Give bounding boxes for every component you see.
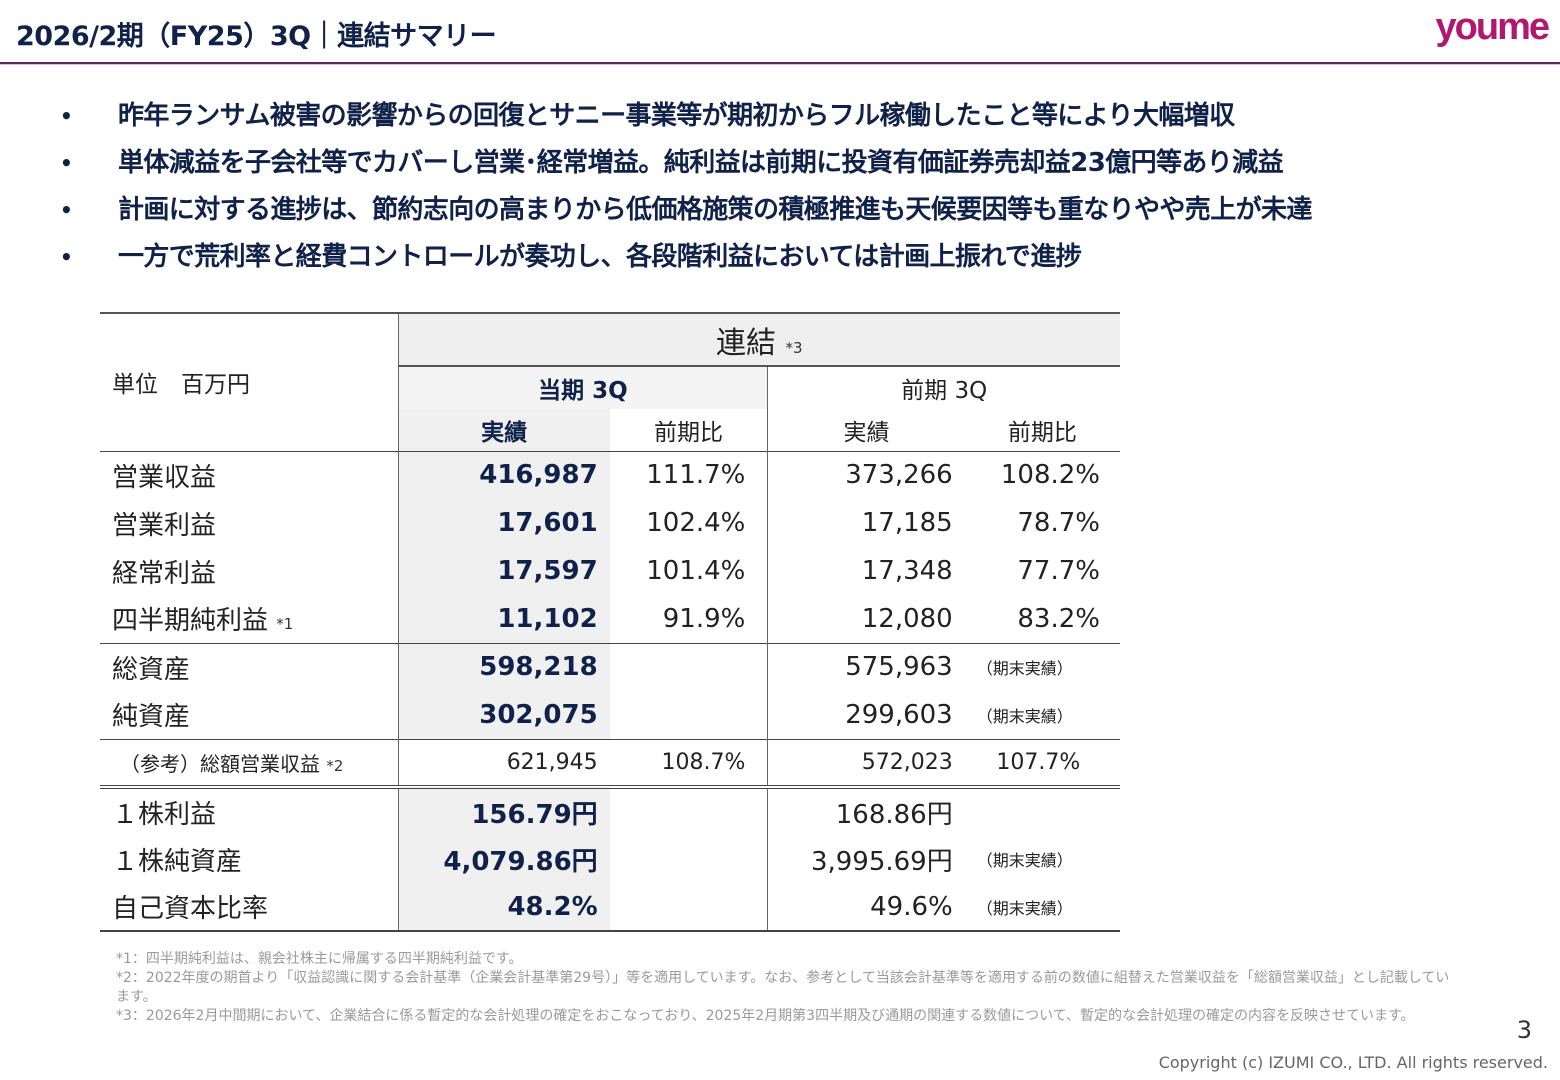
row-label: 四半期純利益 *1 [112,606,294,637]
current-actual: 17,601 [397,499,610,547]
table-row: １株利益 156.79円 168.86円 [100,787,1120,835]
header-divider [0,62,1560,65]
table-row: 自己資本比率 48.2% 49.6% （期末実績） [100,883,1120,931]
current-yoy [610,835,768,883]
current-actual: 11,102 [397,595,610,643]
previous-yoy: 78.7% [1017,508,1100,538]
current-yoy: 111.7% [646,460,746,491]
row-label: １株利益 [112,799,217,830]
current-actual: 416,987 [397,451,610,499]
row-label: 自己資本比率 [112,894,269,924]
previous-actual: 373,266 [767,451,965,499]
table-row: 営業収益 416,987 111.7% 373,266 108.2% [100,451,1120,499]
page-title: 2026/2期（FY25）3Q｜連結サマリー [16,21,497,52]
row-label: 経常利益 [112,558,217,589]
previous-yoy [965,787,1120,835]
copyright: Copyright (c) IZUMI CO., LTD. All rights… [1158,1053,1548,1072]
row-label: １株純資産 [112,846,243,877]
current-period-header: 当期 3Q [397,366,768,409]
row-label: 営業収益 [112,462,217,493]
col-previous-yoy: 前期比 [1007,419,1077,446]
previous-yoy: 83.2% [1017,603,1100,634]
current-yoy: 108.7% [661,749,746,775]
row-label: 営業利益 [112,510,217,541]
table-row: 純資産 302,075 299,603 （期末実績） [100,691,1120,739]
table-row: （参考）総額営業収益 *2 621,945 108.7% 572,023 107.7% [100,739,1120,787]
group-header: 連結 *3 [397,313,1120,367]
current-actual: 48.2% [397,883,610,931]
previous-yoy: 108.2% [1000,460,1100,491]
current-actual: 598,218 [397,643,610,691]
row-label: （参考）総額営業収益 *2 [120,751,344,776]
row-label: 総資産 [112,654,191,685]
youme-logo: youme [1435,6,1550,48]
bullet-item: • 単体減益を子会社等でカバーし営業･経常増益。純利益は前期に投資有価証券売却益2… [60,148,1284,178]
previous-yoy: （期末実績） [976,659,1073,679]
previous-yoy: （期末実績） [976,851,1073,870]
current-yoy [610,691,768,739]
footnote-1: *1：四半期純利益は、親会社株主に帰属する四半期純利益です。 [116,951,523,967]
page-number: 3 [1516,1016,1532,1044]
current-actual: 4,079.86円 [397,835,610,883]
previous-actual: 12,080 [767,595,965,643]
bullet-item: • 昨年ランサム被害の影響からの回復とサニー事業等が期初からフル稼働したこと等によ… [60,101,1235,131]
previous-yoy: （期末実績） [976,706,1073,726]
bullet-item: • 計画に対する進捗は、節約志向の高まりから低価格施策の積極推進も天候要因等も重な… [60,195,1312,225]
bullet-item: • 一方で荒利率と経費コントロールが奏功し、各段階利益においては計画上振れで進捗 [60,242,1082,272]
current-yoy: 102.4% [646,508,746,538]
col-current-yoy: 前期比 [654,419,724,446]
row-label: 純資産 [112,702,191,733]
current-actual: 17,597 [397,547,610,595]
footnotes: *1：四半期純利益は、親会社株主に帰属する四半期純利益です。 *2：2022年度… [116,950,1456,1026]
current-actual: 621,945 [397,739,610,787]
previous-actual: 49.6% [767,883,965,931]
table-row: １株純資産 4,079.86円 3,995.69円 （期末実績） [100,835,1120,883]
footnote-2: *2：2022年度の期首より「収益認識に関する会計基準（企業会計基準第29号）」… [116,970,1450,1005]
previous-actual: 299,603 [767,691,965,739]
table-row: 四半期純利益 *1 11,102 91.9% 12,080 83.2% [100,595,1120,643]
col-previous-actual: 実績 [767,409,965,451]
previous-actual: 575,963 [767,643,965,691]
current-actual: 302,075 [397,691,610,739]
previous-yoy: 107.7% [996,749,1081,775]
current-yoy [610,643,768,691]
previous-actual: 17,348 [767,547,965,595]
current-yoy [610,883,768,931]
previous-period-header: 前期 3Q [767,366,1120,409]
previous-actual: 17,185 [767,499,965,547]
previous-actual: 572,023 [767,739,965,787]
table-row: 総資産 598,218 575,963 （期末実績） [100,643,1120,691]
previous-yoy: 77.7% [1017,556,1100,586]
current-yoy [610,787,768,835]
current-yoy: 91.9% [662,603,746,634]
unit-label: 単位 百万円 [112,372,250,399]
table-row: 営業利益 17,601 102.4% 17,185 78.7% [100,499,1120,547]
table-row: 経常利益 17,597 101.4% 17,348 77.7% [100,547,1120,595]
consolidated-summary-table: 単位 百万円 連結 *3 当期 3Q 前期 3Q 実績 前期比 実績 前期比 営… [100,312,1120,932]
current-actual: 156.79円 [397,787,610,835]
previous-yoy: （期末実績） [976,898,1073,918]
col-current-actual: 実績 [397,409,610,451]
previous-actual: 3,995.69円 [767,835,965,883]
footnote-3: *3：2026年2月中間期において、企業結合に係る暫定的な会計処理の確定をおこな… [116,1008,1415,1024]
previous-actual: 168.86円 [767,787,965,835]
current-yoy: 101.4% [646,556,746,586]
summary-bullets: • 昨年ランサム被害の影響からの回復とサニー事業等が期初からフル稼働したこと等によ… [60,96,1312,284]
